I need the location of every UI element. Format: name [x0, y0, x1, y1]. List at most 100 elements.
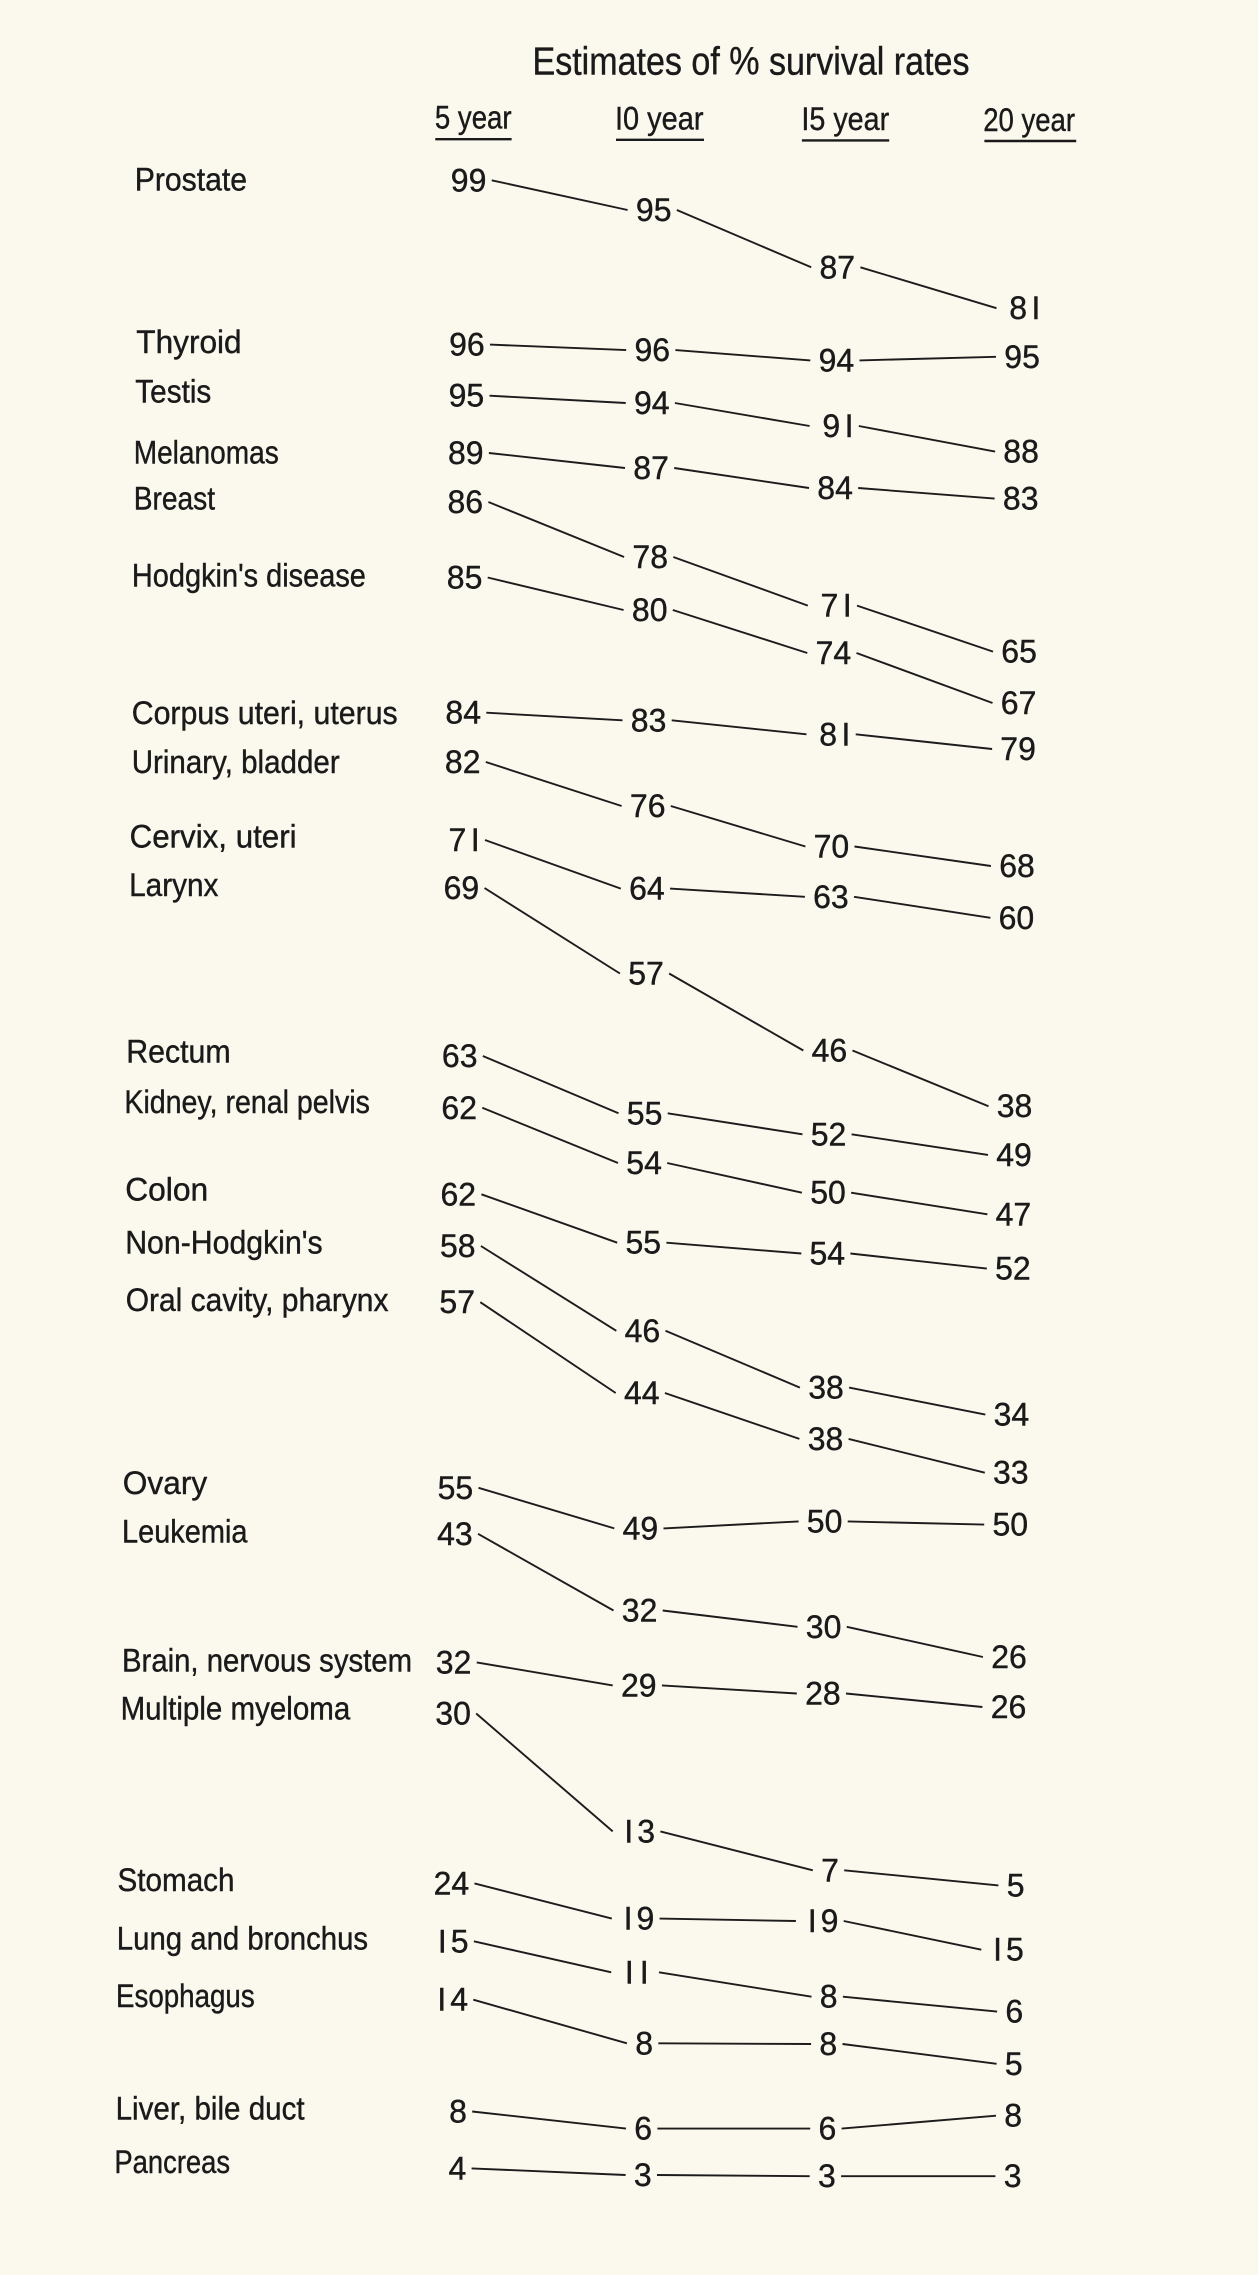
- svg-text:99: 99: [451, 162, 487, 198]
- svg-text:95: 95: [1004, 339, 1040, 375]
- svg-text:20 year: 20 year: [983, 102, 1075, 138]
- svg-text:Liver, bile duct: Liver, bile duct: [116, 2091, 305, 2127]
- svg-text:7I: 7I: [449, 822, 480, 858]
- svg-text:54: 54: [626, 1145, 662, 1181]
- svg-text:I4: I4: [437, 1982, 468, 2018]
- svg-text:Corpus uteri, uterus: Corpus uteri, uterus: [132, 695, 398, 731]
- svg-text:38: 38: [808, 1421, 844, 1457]
- svg-text:5 year: 5 year: [435, 100, 512, 136]
- svg-text:95: 95: [636, 192, 672, 228]
- svg-text:52: 52: [811, 1116, 847, 1152]
- svg-text:Hodgkin's disease: Hodgkin's disease: [132, 558, 366, 594]
- svg-text:24: 24: [434, 1865, 470, 1901]
- svg-text:26: 26: [991, 1689, 1027, 1725]
- svg-text:68: 68: [999, 848, 1035, 884]
- svg-text:5: 5: [1005, 2046, 1023, 2082]
- svg-text:Breast: Breast: [134, 481, 215, 517]
- svg-text:83: 83: [1003, 481, 1039, 517]
- svg-text:34: 34: [994, 1397, 1030, 1433]
- svg-text:9I: 9I: [822, 408, 853, 444]
- svg-text:62: 62: [441, 1176, 477, 1212]
- svg-text:8: 8: [449, 2094, 467, 2130]
- svg-text:Testis: Testis: [135, 374, 211, 410]
- svg-text:70: 70: [814, 829, 850, 865]
- svg-text:57: 57: [439, 1284, 475, 1320]
- svg-text:55: 55: [627, 1095, 663, 1131]
- svg-text:65: 65: [1001, 634, 1037, 670]
- svg-text:Pancreas: Pancreas: [114, 2144, 230, 2180]
- svg-text:28: 28: [805, 1676, 841, 1712]
- svg-text:82: 82: [445, 744, 481, 780]
- svg-text:88: 88: [1003, 434, 1039, 470]
- svg-text:49: 49: [996, 1137, 1032, 1173]
- svg-text:Prostate: Prostate: [135, 161, 247, 197]
- svg-text:84: 84: [817, 470, 853, 506]
- svg-text:I5 year: I5 year: [801, 101, 889, 137]
- svg-text:3: 3: [1004, 2158, 1022, 2194]
- svg-text:Estimates of % survival rates: Estimates of % survival rates: [533, 41, 970, 84]
- svg-text:55: 55: [626, 1225, 662, 1261]
- svg-text:Melanomas: Melanomas: [134, 434, 279, 470]
- svg-text:8: 8: [1004, 2098, 1022, 2134]
- svg-text:Cervix, uteri: Cervix, uteri: [130, 819, 297, 855]
- svg-text:7: 7: [821, 1852, 839, 1888]
- svg-text:63: 63: [813, 879, 849, 915]
- svg-text:8I: 8I: [1009, 290, 1040, 326]
- svg-text:80: 80: [632, 592, 668, 628]
- svg-text:44: 44: [624, 1375, 660, 1411]
- svg-text:8: 8: [635, 2025, 653, 2061]
- svg-text:Kidney, renal pelvis: Kidney, renal pelvis: [124, 1084, 370, 1120]
- svg-text:58: 58: [440, 1228, 476, 1264]
- svg-text:Multiple myeloma: Multiple myeloma: [121, 1691, 351, 1727]
- svg-text:67: 67: [1001, 685, 1037, 721]
- svg-text:8I: 8I: [819, 716, 850, 752]
- svg-text:Thyroid: Thyroid: [136, 324, 241, 360]
- svg-text:Stomach: Stomach: [118, 1862, 235, 1898]
- svg-text:50: 50: [810, 1175, 846, 1211]
- svg-text:84: 84: [445, 695, 481, 731]
- svg-text:49: 49: [623, 1510, 659, 1546]
- svg-text:83: 83: [631, 702, 667, 738]
- svg-text:76: 76: [630, 788, 666, 824]
- svg-text:3: 3: [818, 2158, 836, 2194]
- svg-text:74: 74: [816, 635, 852, 671]
- svg-text:3: 3: [634, 2157, 652, 2193]
- svg-text:I3: I3: [624, 1813, 655, 1849]
- svg-text:43: 43: [437, 1516, 473, 1552]
- svg-text:4: 4: [449, 2150, 467, 2186]
- svg-text:6: 6: [634, 2111, 652, 2147]
- svg-text:69: 69: [444, 870, 480, 906]
- svg-text:Lung and bronchus: Lung and bronchus: [117, 1921, 368, 1957]
- svg-text:94: 94: [634, 385, 670, 421]
- svg-text:Brain, nervous system: Brain, nervous system: [122, 1643, 412, 1679]
- svg-text:Oral cavity, pharynx: Oral cavity, pharynx: [126, 1282, 389, 1318]
- svg-text:I9: I9: [808, 1903, 839, 1939]
- svg-text:57: 57: [628, 956, 664, 992]
- svg-text:89: 89: [448, 435, 484, 471]
- svg-text:95: 95: [449, 378, 485, 414]
- svg-text:60: 60: [999, 900, 1035, 936]
- svg-text:96: 96: [635, 332, 671, 368]
- svg-text:7I: 7I: [821, 588, 852, 624]
- svg-text:I5: I5: [438, 1923, 469, 1959]
- svg-text:Rectum: Rectum: [126, 1034, 231, 1070]
- svg-text:29: 29: [621, 1667, 657, 1703]
- svg-text:46: 46: [812, 1033, 848, 1069]
- svg-text:8: 8: [820, 1979, 838, 2015]
- svg-text:52: 52: [995, 1251, 1031, 1287]
- svg-text:32: 32: [622, 1593, 658, 1629]
- svg-text:62: 62: [441, 1090, 477, 1126]
- svg-text:79: 79: [1000, 731, 1036, 767]
- svg-text:32: 32: [436, 1644, 472, 1680]
- svg-text:87: 87: [820, 249, 856, 285]
- svg-text:Ovary: Ovary: [123, 1465, 207, 1501]
- svg-text:I5: I5: [993, 1932, 1024, 1968]
- svg-text:78: 78: [632, 539, 668, 575]
- svg-text:87: 87: [633, 450, 669, 486]
- svg-text:85: 85: [447, 560, 483, 596]
- svg-text:Esophagus: Esophagus: [116, 1978, 255, 2014]
- svg-text:Non-Hodgkin's: Non-Hodgkin's: [125, 1224, 323, 1260]
- svg-text:Colon: Colon: [125, 1171, 208, 1207]
- svg-text:Urinary, bladder: Urinary, bladder: [132, 744, 340, 780]
- svg-text:94: 94: [819, 342, 855, 378]
